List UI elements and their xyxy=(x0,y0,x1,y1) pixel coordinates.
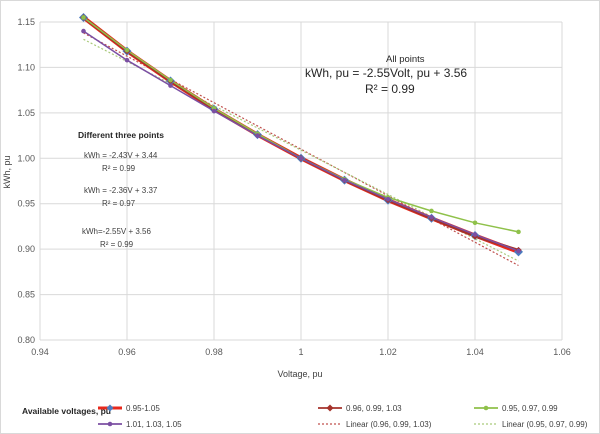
x-tick-label: 1.04 xyxy=(466,347,484,357)
data-point-3 xyxy=(429,215,434,220)
x-tick-label: 0.94 xyxy=(31,347,49,357)
data-point-2 xyxy=(472,220,478,226)
gridlines xyxy=(39,21,563,341)
data-point-3 xyxy=(298,155,304,161)
data-point-2 xyxy=(168,77,173,83)
data-point-3 xyxy=(211,108,217,114)
annotation-r2-1: R² = 0.99 xyxy=(102,164,136,173)
data-point-2 xyxy=(429,208,434,214)
y-tick-label: 0.85 xyxy=(17,290,35,300)
x-tick-label: 1.02 xyxy=(379,347,397,357)
data-point-3 xyxy=(516,248,521,254)
data-point-3 xyxy=(472,232,478,237)
x-tick-label: 0.96 xyxy=(118,347,136,357)
data-point-3 xyxy=(342,177,347,183)
legend-marker-1 xyxy=(326,404,334,412)
y-tick-label: 1.15 xyxy=(17,17,35,27)
data-point-2 xyxy=(81,15,86,20)
legend-label-2: 0.95, 0.97, 0.99 xyxy=(502,404,558,413)
x-tick-label: 0.98 xyxy=(205,347,223,357)
legend-label-5: Linear (0.95, 0.97, 0.99) xyxy=(502,420,588,429)
x-tick-label: 1.06 xyxy=(553,347,571,357)
y-tick-label: 1.05 xyxy=(17,108,35,118)
data-point-2 xyxy=(124,47,130,53)
y-tick-label: 0.95 xyxy=(17,199,35,209)
annotation-all-points-title: All points xyxy=(386,54,425,65)
annotation-r2-2: R² = 0.97 xyxy=(102,199,136,208)
x-axis-title: Voltage, pu xyxy=(277,369,322,379)
y-tick-labels: 0.80 0.85 0.90 0.95 1.00 1.05 1.10 1.15 xyxy=(17,17,35,345)
x-tick-labels: 0.94 0.96 0.98 1 1.02 1.04 1.06 xyxy=(31,347,571,357)
data-point-3 xyxy=(124,57,130,63)
y-axis-title: kWh, pu xyxy=(2,155,12,188)
legend-label-3: 1.01, 1.03, 1.05 xyxy=(126,420,182,429)
legend: 0.95-1.05 0.96, 0.99, 1.03 0.95, 0.97, 0.9… xyxy=(98,404,588,429)
annotation-eq-3: kWh=-2.55V + 3.56 xyxy=(82,227,151,236)
data-point-3 xyxy=(168,83,173,88)
legend-title: Available voltages, pu xyxy=(22,406,111,416)
data-point-3 xyxy=(81,28,86,34)
y-tick-label: 0.80 xyxy=(17,335,35,345)
y-tick-label: 0.90 xyxy=(17,244,35,254)
annotation-all-points-equation: kWh, pu = -2.55Volt, pu + 3.56 xyxy=(305,66,467,80)
legend-label-0: 0.95-1.05 xyxy=(126,404,160,413)
trendline-5 xyxy=(83,38,519,262)
data-point-3 xyxy=(385,196,391,202)
series-markers xyxy=(79,12,523,257)
annotation-r2-3: R² = 0.99 xyxy=(100,240,134,249)
data-point-2 xyxy=(516,229,521,235)
x-tick-label: 1 xyxy=(298,347,303,357)
legend-marker-2 xyxy=(483,405,489,411)
annotation-all-points-r2: R² = 0.99 xyxy=(365,82,415,96)
legend-marker-0 xyxy=(106,404,114,412)
legend-label-4: Linear (0.96, 0.99, 1.03) xyxy=(346,420,432,429)
y-tick-label: 1.10 xyxy=(17,62,35,72)
data-point-3 xyxy=(255,133,260,138)
legend-label-1: 0.96, 0.99, 1.03 xyxy=(346,404,402,413)
legend-marker-3 xyxy=(107,421,113,427)
annotation-eq-2: kWh = -2.36V + 3.37 xyxy=(84,186,158,195)
annotation-eq-1: kWh = -2.43V + 3.44 xyxy=(84,151,158,160)
trendlines xyxy=(83,32,519,267)
annotation-three-points-title: Different three points xyxy=(78,130,164,140)
y-tick-label: 1.00 xyxy=(17,153,35,163)
